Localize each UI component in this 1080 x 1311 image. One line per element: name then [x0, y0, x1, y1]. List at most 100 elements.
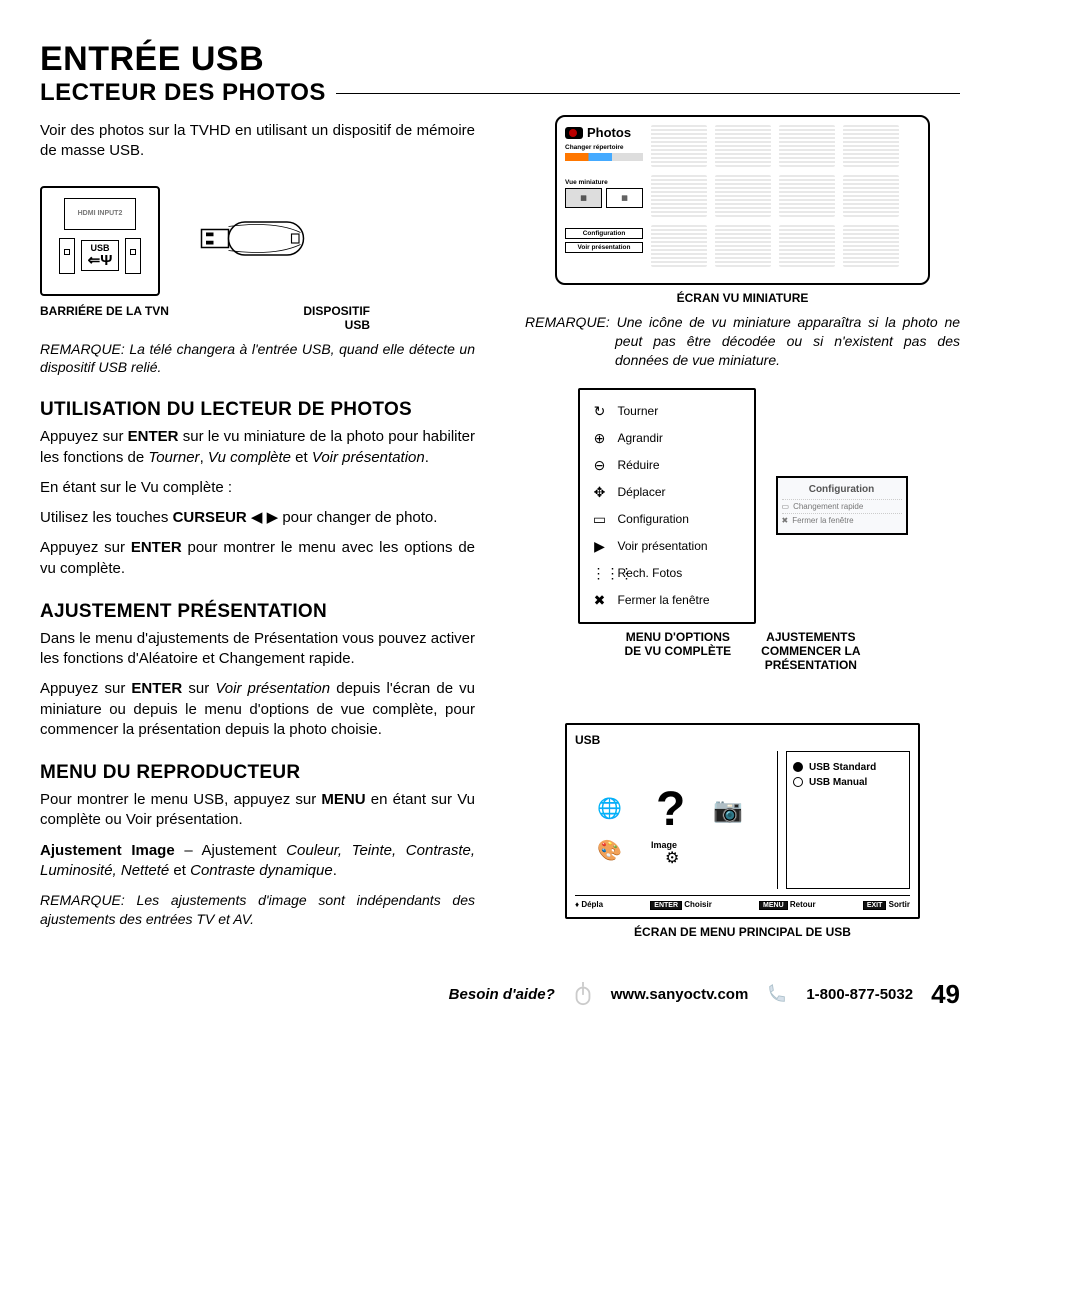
menu-btn: MENU: [759, 901, 788, 910]
option-icon: ⊖: [592, 457, 608, 474]
t: ,: [200, 449, 208, 466]
divider: [336, 93, 960, 94]
thumb-placeholder: [715, 125, 771, 167]
thumb-placeholder: [651, 175, 707, 217]
util-p4: Appuyez sur ENTER pour montrer le menu a…: [40, 538, 475, 579]
mouse-icon: [573, 982, 593, 1006]
remark-label-3: REMARQUE:: [525, 314, 610, 330]
config-row: ▭Changement rapide: [782, 499, 902, 513]
option-label: Rech. Fotos: [618, 566, 683, 580]
changer-label: Changer répertoire: [565, 144, 643, 151]
usb-icon: ⇐Ψ: [88, 253, 113, 268]
thumb-placeholder: [715, 225, 771, 267]
enter-btn: ENTER: [650, 901, 682, 910]
remark-label-2: REMARQUE:: [40, 892, 125, 908]
menu-key: MENU: [321, 791, 365, 808]
remark-2: REMARQUE: Les ajustements d'image sont i…: [40, 891, 475, 929]
util-p1: Appuyez sur ENTER sur le vu miniature de…: [40, 427, 475, 468]
config-popup: Configuration ▭Changement rapide ✖Fermer…: [776, 476, 908, 535]
remark-1: REMARQUE: La télé changera à l'entrée US…: [40, 340, 475, 378]
footer-phone: 1-800-877-5032: [806, 986, 913, 1003]
usb-port: USB ⇐Ψ: [81, 240, 120, 271]
view-icon-sel: ▦: [565, 188, 602, 208]
options-menu-item: ▶ Voir présentation: [592, 533, 742, 560]
enter-key-3: ENTER: [131, 680, 182, 697]
port-right: [125, 238, 141, 274]
remark-label: REMARQUE:: [40, 341, 125, 357]
t: Pour montrer le menu USB, appuyez sur: [40, 791, 321, 808]
menu-p2: Ajustement Image – Ajustement Couleur, T…: [40, 841, 475, 882]
option-label: Configuration: [618, 512, 689, 526]
heading-menu: MENU DU REPRODUCTEUR: [40, 762, 475, 784]
page-footer: Besoin d'aide? www.sanyoctv.com 1-800-87…: [40, 979, 960, 1010]
option-icon: ↻: [592, 403, 608, 420]
option-label: Fermer la fenêtre: [618, 593, 710, 607]
option-label: Réduire: [618, 458, 660, 472]
heading-utilisation: UTILISATION DU LECTEUR DE PHOTOS: [40, 399, 475, 421]
thumb-sidebar-mid: Vue miniature ▦ ▦: [565, 175, 643, 217]
tv-back-label: BARRIÉRE DE LA TVN: [40, 304, 169, 332]
options-caption-left: MENU D'OPTIONS DE VU COMPLÈTE: [624, 630, 731, 673]
t: Appuyez sur: [40, 428, 128, 445]
t: Fermer la fenêtre: [792, 516, 853, 525]
thumb-placeholder: [715, 175, 771, 217]
adj-p1: Dans le menu d'ajustements de Présentati…: [40, 629, 475, 670]
image-label: Image: [651, 840, 677, 850]
contraste-dyn: Contraste dynamique: [190, 862, 333, 879]
t: AJUSTEMENTS: [766, 630, 855, 644]
usb-stick-drawing: [200, 216, 320, 266]
config-btn: Configuration: [565, 228, 643, 239]
enter-key-2: ENTER: [131, 539, 182, 556]
t: PRÉSENTATION: [765, 658, 857, 672]
radio-standard: USB Standard: [793, 762, 903, 773]
adj-image: Ajustement Image: [40, 842, 175, 859]
device-label-1: DISPOSITIF: [303, 304, 370, 318]
t: – Ajustement: [175, 842, 286, 859]
thumb-sidebar-top: Photos Changer répertoire: [565, 125, 643, 167]
option-label: Voir présentation: [618, 539, 708, 553]
option-icon: ⊕: [592, 430, 608, 447]
page-number: 49: [931, 979, 960, 1010]
thumb-placeholder: [779, 225, 835, 267]
options-caption-right: AJUSTEMENTS COMMENCER LA PRÉSENTATION: [761, 630, 860, 673]
exit-btn: EXIT: [863, 901, 887, 910]
remark-3: REMARQUE: Une icône de vu miniature appa…: [525, 313, 960, 370]
thumb-placeholder: [843, 175, 899, 217]
option-icon: ▶: [592, 538, 608, 555]
right-column: Photos Changer répertoire Vue miniature …: [525, 115, 960, 939]
thumb-placeholder: [779, 175, 835, 217]
fn-tourner: Tourner: [148, 449, 199, 466]
thumb-placeholder: [843, 225, 899, 267]
thumb-placeholder: [779, 125, 835, 167]
usb-head: USB: [575, 733, 910, 747]
t: sur: [182, 680, 215, 697]
t: Changement rapide: [793, 502, 863, 511]
option-label: Tourner: [618, 404, 659, 418]
t: USB Standard: [809, 762, 876, 773]
tv-back-panel: HDMI INPUT2 USB ⇐Ψ: [40, 186, 160, 296]
options-menu-item: ▭ Configuration: [592, 506, 742, 533]
radio-manual: USB Manual: [793, 777, 903, 788]
t: .: [425, 449, 429, 466]
option-icon: ✖: [592, 592, 608, 609]
t: Appuyez sur: [40, 539, 131, 556]
thumb-placeholder: [651, 125, 707, 167]
footer-url: www.sanyoctv.com: [611, 986, 749, 1003]
options-menu-item: ✥Déplacer: [592, 479, 742, 506]
options-menu: ↻Tourner⊕Agrandir⊖Réduire✥Déplacer▭Confi…: [578, 388, 756, 624]
options-figure: ↻Tourner⊕Agrandir⊖Réduire✥Déplacer▭Confi…: [525, 388, 960, 624]
intro-text: Voir des photos sur la TVHD en utilisant…: [40, 121, 475, 162]
t: MENU D'OPTIONS: [626, 630, 730, 644]
option-icon: ▭: [592, 511, 608, 528]
t: USB Manual: [809, 777, 867, 788]
port-left: [59, 238, 75, 274]
camera-icon: 📷: [713, 796, 743, 825]
fn-vu: Vu complète: [208, 449, 291, 466]
palette-icon: 🎨: [597, 838, 622, 863]
usb-side-panel: USB Standard USB Manual: [786, 751, 910, 889]
t: Dépla: [581, 900, 603, 909]
globe-icon: 🌐: [597, 796, 622, 821]
config-title: Configuration: [782, 484, 902, 495]
cursor-key: CURSEUR: [173, 509, 247, 526]
color-strip: [565, 153, 643, 161]
